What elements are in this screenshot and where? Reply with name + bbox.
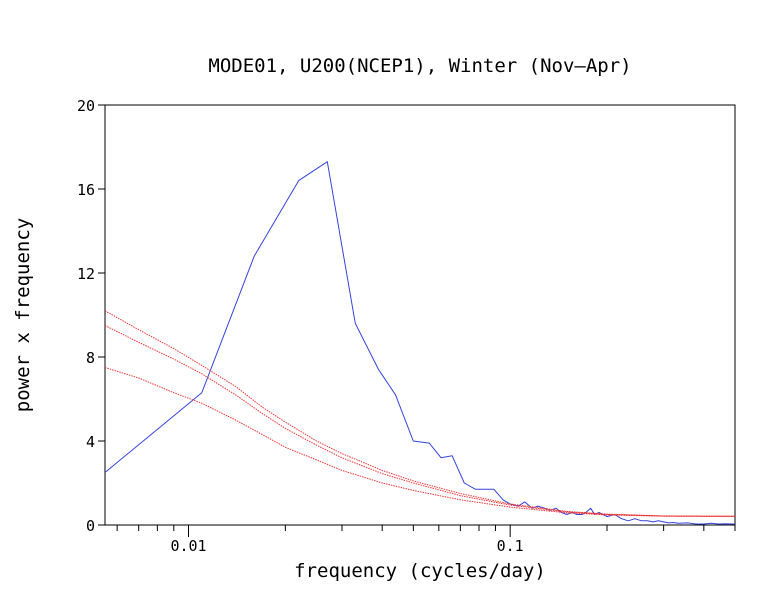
series-layer [104,161,735,525]
y-axis: 0 4 8 12 16 20 [77,97,105,535]
y-tick-label: 8 [86,349,95,367]
plot-frame [104,104,736,526]
series-line-spectrum [104,161,735,525]
y-tick-label: 16 [77,181,95,199]
x-axis-label: frequency (cycles/day) [294,560,546,582]
chart-title: MODE01, U200(NCEP1), Winter (Nov—Apr) [208,55,631,77]
x-tick-label: 0.1 [497,537,524,555]
y-axis-label: power x frequency [12,218,34,412]
y-tick-label: 12 [77,265,95,283]
y-tick-label: 20 [77,97,95,115]
x-axis: 0.01 0.1 [116,525,736,555]
y-tick-label: 4 [86,433,95,451]
series-line-red-noise-lower [104,367,735,517]
series-line-red-noise-middle [104,325,735,517]
y-tick-label: 0 [86,517,95,535]
x-tick-label: 0.01 [170,537,206,555]
plot-area [104,104,736,526]
series-line-red-noise-upper [104,310,735,517]
